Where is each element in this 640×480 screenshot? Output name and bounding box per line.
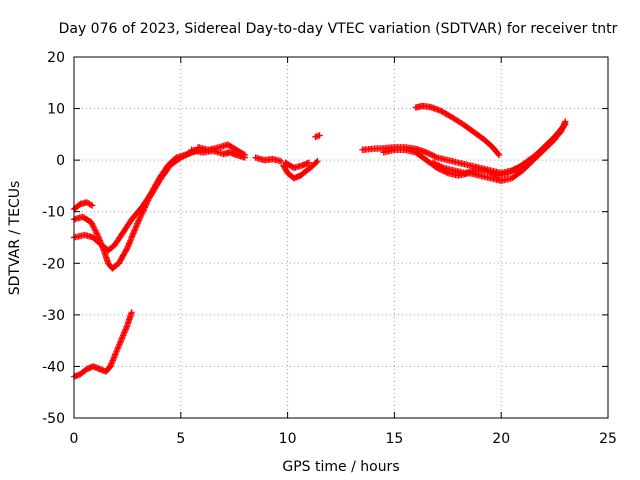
y-tick-label: -40 [42,359,65,375]
y-tick-label: 0 [56,153,65,169]
data-point [138,211,145,218]
data-point [90,224,98,231]
x-tick-label: 10 [279,431,297,447]
data-point [135,217,142,224]
series-track-d [70,309,135,380]
data-point [128,309,135,316]
data-point [136,215,143,223]
series-track-h [280,158,321,182]
grid-lines [74,57,608,418]
series-track-n [412,102,503,159]
data-points [70,102,569,380]
data-point [89,202,96,209]
data-point [560,122,567,130]
data-point [305,159,313,166]
y-tick-label: -30 [42,308,65,324]
data-point [123,324,130,332]
data-point [112,351,119,358]
x-tick-label: 15 [385,431,403,447]
data-point [495,151,503,159]
series-track-f [194,141,249,159]
data-point [560,121,568,128]
data-point [494,150,502,158]
data-point [313,159,320,166]
y-tick-label: -50 [42,411,65,427]
x-axis-label: GPS time / hours [282,459,399,475]
data-point [90,223,97,230]
data-point [91,226,98,233]
data-point [92,228,100,236]
data-point [316,132,323,139]
series-track-j [312,132,323,141]
series-track-i [282,159,313,172]
data-point [439,164,446,171]
plot-frame [73,56,609,419]
x-tick-label: 20 [492,431,510,447]
data-point [136,214,144,221]
data-point [278,158,285,165]
x-tick-label: 5 [176,431,185,447]
tick-labels: 0 5 10 15 20 25 20 10 0 -10 -20 -30 -40 -50 [42,50,617,447]
data-point [562,118,569,125]
data-point [108,358,116,366]
y-tick-label: -20 [42,256,65,272]
series-track-a [70,199,96,213]
data-point [93,230,100,237]
data-point [314,158,321,165]
data-point [120,330,127,338]
data-point [559,124,566,131]
data-point [121,329,128,336]
data-point [87,218,95,226]
data-point [87,201,94,208]
y-tick-label: 10 [47,102,65,118]
data-point [115,344,122,351]
data-point [117,338,124,345]
data-point [240,151,247,158]
series-track-g [252,154,285,165]
data-point [89,221,96,229]
y-axis-label: SDTVAR / TECUs [7,181,23,296]
series-track-m [429,118,569,179]
chart-title: Day 076 of 2023, Sidereal Day-to-day VTE… [59,21,618,37]
x-tick-label: 0 [70,431,79,447]
data-point [432,153,439,161]
data-point [241,151,249,159]
data-point [558,127,565,134]
y-tick-label: 20 [47,50,65,66]
data-point [92,227,99,234]
series-track-c [70,146,202,254]
y-tick-label: -10 [42,205,65,221]
axis-ticks [73,56,609,419]
x-tick-label: 25 [599,431,617,447]
data-point [88,220,95,227]
